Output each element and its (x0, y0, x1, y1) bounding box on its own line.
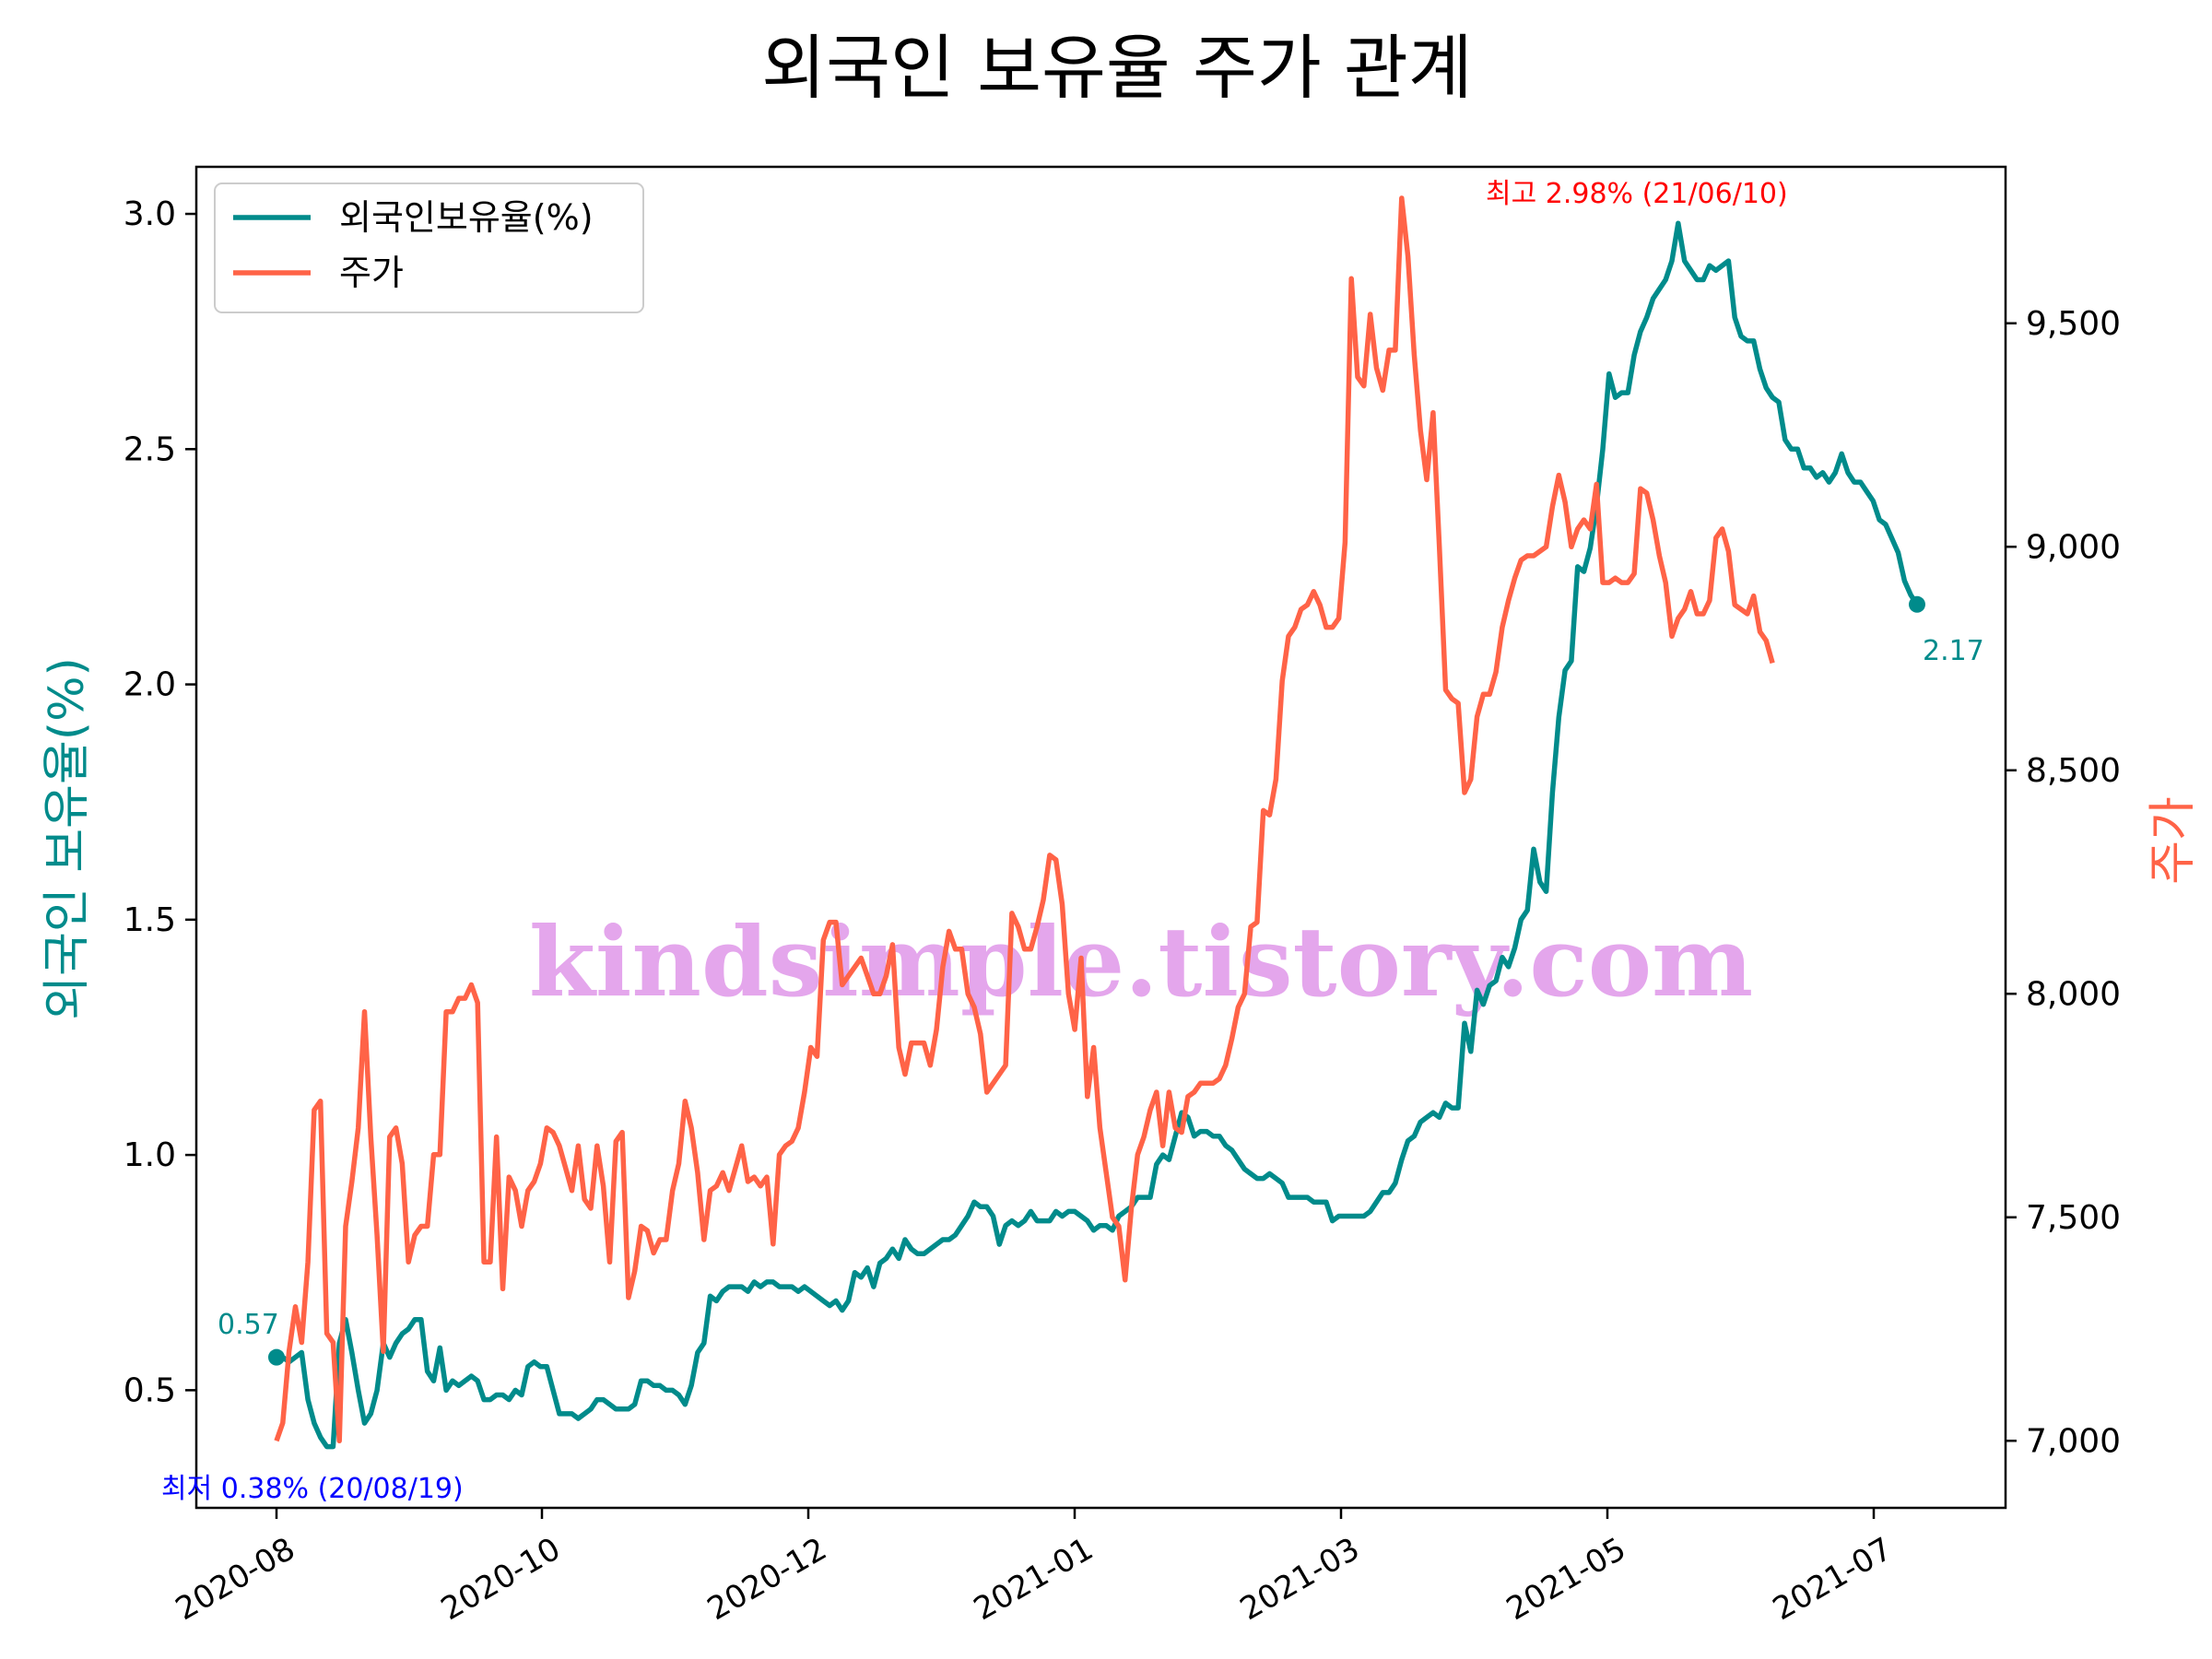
right-y-axis-label: 주가 (2146, 796, 2201, 885)
right-y-tick-label: 8,000 (2026, 975, 2121, 1013)
x-tick-label: 2021-01 (968, 1531, 1100, 1629)
x-tick-label: 2021-03 (1234, 1531, 1366, 1629)
left-y-tick-label: 1.0 (124, 1136, 176, 1174)
right-y-tick-label: 7,000 (2026, 1422, 2121, 1460)
end-value-label: 2.17 (1923, 635, 1984, 667)
left-y-axis-ticks: 0.5 1.0 1.5 2.0 2.5 3.0 (124, 195, 196, 1409)
series-line-stock-price (274, 195, 1775, 1444)
legend: 외국인보유율(%) 주가 (214, 182, 644, 313)
series-line-foreign-ownership (276, 220, 1920, 1450)
legend-box (214, 182, 644, 313)
x-tick-label: 2020-10 (435, 1531, 567, 1629)
left-y-axis-label: 외국인 보유율(%) (40, 657, 95, 1020)
legend-label-stock-price: 주가 (339, 253, 404, 293)
min-annotation: 최저 0.38% (20/08/19) (161, 1473, 464, 1505)
x-axis-ticks: 2020-08 2020-10 2020-12 2021-01 2021-03 2021-… (170, 1508, 1899, 1628)
right-y-tick-label: 8,500 (2026, 752, 2121, 790)
chart-title: 외국인 보유율 주가 관계 (761, 27, 1473, 109)
plot-frame (194, 165, 2007, 1510)
left-y-tick-label: 1.5 (124, 901, 176, 939)
start-point-marker (268, 1348, 285, 1366)
left-y-tick-label: 3.0 (124, 195, 176, 233)
max-annotation: 최고 2.98% (21/06/10) (1486, 178, 1788, 210)
left-y-tick-label: 2.0 (124, 666, 176, 704)
x-tick-label: 2021-05 (1500, 1531, 1632, 1629)
left-y-tick-label: 2.5 (124, 430, 176, 468)
right-y-tick-label: 9,000 (2026, 528, 2121, 566)
right-y-axis-ticks: 7,000 7,500 8,000 8,500 9,000 9,500 (2006, 305, 2121, 1460)
watermark-text: kindsimple.tistory.com (529, 905, 1753, 1018)
x-tick-label: 2021-07 (1767, 1531, 1899, 1629)
x-tick-label: 2020-12 (701, 1531, 833, 1629)
left-y-tick-label: 0.5 (124, 1371, 176, 1409)
start-value-label: 0.57 (218, 1309, 279, 1341)
legend-label-foreign-ownership: 외국인보유율(%) (339, 197, 594, 238)
right-y-tick-label: 9,500 (2026, 305, 2121, 343)
right-y-tick-label: 7,500 (2026, 1199, 2121, 1237)
end-point-marker (1909, 595, 1925, 613)
x-tick-label: 2020-08 (170, 1531, 301, 1629)
